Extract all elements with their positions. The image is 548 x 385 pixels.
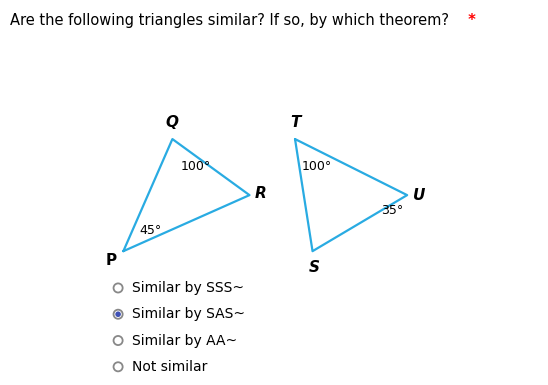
Text: 100°: 100° (302, 160, 332, 173)
Text: S: S (309, 260, 320, 275)
Text: 35°: 35° (381, 204, 403, 217)
Text: Similar by SSS~: Similar by SSS~ (132, 281, 244, 295)
Text: Similar by SAS~: Similar by SAS~ (132, 307, 245, 321)
Text: Not similar: Not similar (132, 360, 208, 374)
Text: T: T (290, 115, 300, 130)
Circle shape (115, 311, 121, 317)
Text: Are the following triangles similar? If so, by which theorem?: Are the following triangles similar? If … (10, 13, 449, 28)
Text: 45°: 45° (139, 224, 161, 237)
Text: U: U (413, 187, 426, 203)
Text: *: * (463, 13, 476, 28)
Text: P: P (106, 253, 117, 268)
Text: R: R (255, 186, 266, 201)
Text: Similar by AA~: Similar by AA~ (132, 333, 237, 348)
Text: Q: Q (166, 115, 179, 130)
Text: 100°: 100° (181, 160, 212, 173)
